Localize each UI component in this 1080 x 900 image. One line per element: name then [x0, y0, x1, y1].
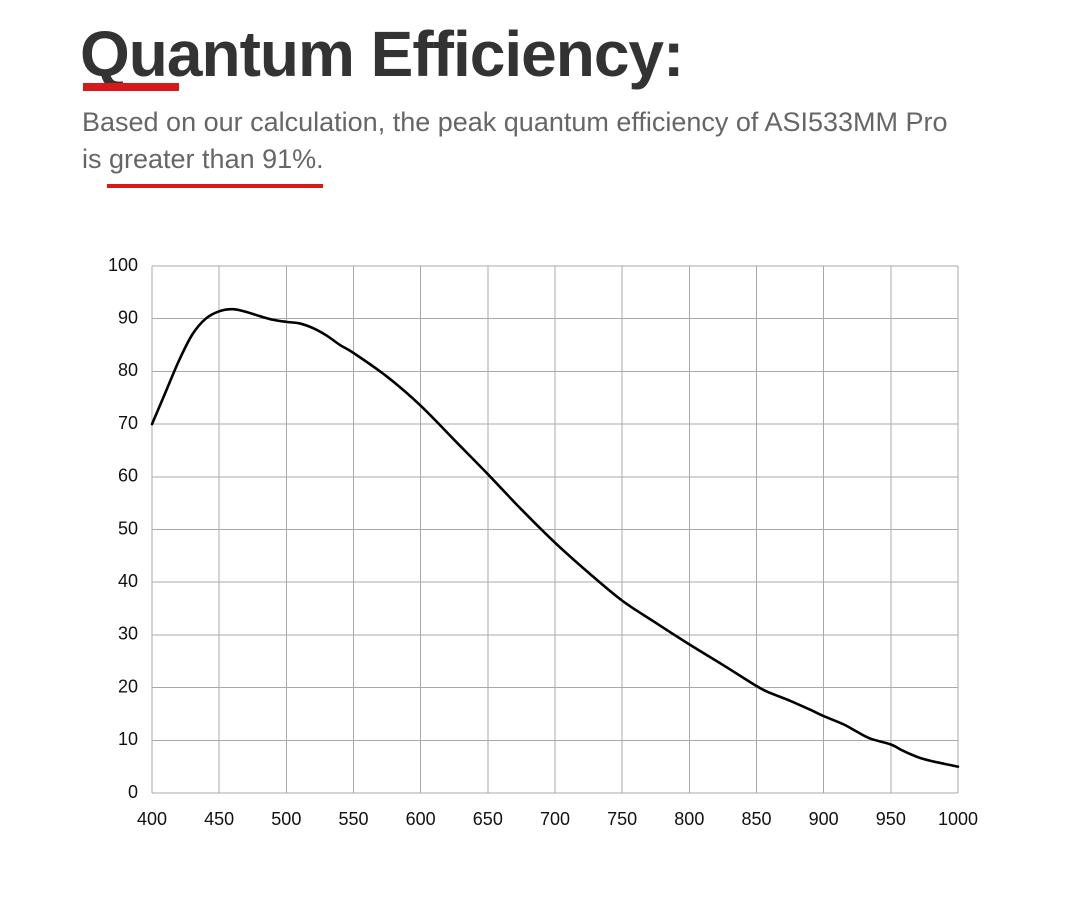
y-tick-label-20: 20 — [118, 676, 138, 696]
y-tick-label-0: 0 — [128, 782, 138, 802]
x-tick-label-400: 400 — [137, 809, 167, 829]
subtitle: Based on our calculation, the peak quant… — [82, 104, 1042, 178]
y-tick-label-70: 70 — [118, 413, 138, 433]
x-tick-label-1000: 1000 — [938, 809, 978, 829]
x-tick-label-500: 500 — [271, 809, 301, 829]
x-tick-label-700: 700 — [540, 809, 570, 829]
qe-curve — [150, 307, 960, 768]
x-tick-label-750: 750 — [607, 809, 637, 829]
subtitle-line-1: Based on our calculation, the peak quant… — [82, 107, 948, 137]
x-tick-label-950: 950 — [876, 809, 906, 829]
subtitle-highlight: greater than 91%. — [109, 144, 324, 174]
y-tick-label-40: 40 — [118, 571, 138, 591]
x-tick-label-650: 650 — [473, 809, 503, 829]
title-accent-underline — [83, 83, 179, 91]
y-tick-label-30: 30 — [118, 624, 138, 644]
chart-grid — [151, 265, 959, 794]
x-tick-label-900: 900 — [809, 809, 839, 829]
y-tick-label-100: 100 — [108, 255, 138, 275]
y-tick-label-60: 60 — [118, 466, 138, 486]
x-tick-label-450: 450 — [204, 809, 234, 829]
subtitle-line-2-lead: is — [82, 144, 109, 174]
y-tick-label-90: 90 — [118, 307, 138, 327]
x-tick-label-550: 550 — [338, 809, 368, 829]
chart-tick-labels: 400 450 500 550 600 650 700 750 800 850 900 950 1000… — [108, 255, 978, 829]
y-tick-label-50: 50 — [118, 518, 138, 538]
page-title: Quantum Efficiency: — [80, 18, 684, 90]
x-tick-label-600: 600 — [406, 809, 436, 829]
x-tick-label-800: 800 — [674, 809, 704, 829]
subtitle-accent-underline — [107, 184, 323, 188]
x-tick-label-850: 850 — [741, 809, 771, 829]
y-tick-label-80: 80 — [118, 360, 138, 380]
y-tick-label-10: 10 — [118, 729, 138, 749]
